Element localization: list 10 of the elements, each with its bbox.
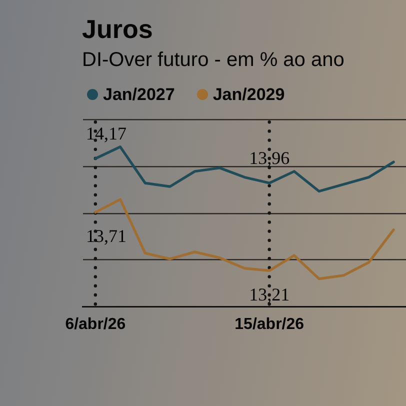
legend-label: Jan/2029	[212, 85, 285, 104]
data-label: 14,17	[86, 123, 126, 144]
x-tick-label: 6/abr/26	[65, 316, 126, 333]
data-label: 13,21	[249, 284, 290, 304]
x-tick-label: 15/abr/26	[234, 316, 304, 333]
chart-subtitle: DI-Over futuro - em % ao ano	[82, 49, 344, 71]
chart-title: Juros	[82, 14, 153, 44]
data-label: 13,71	[86, 226, 126, 246]
legend-label: Jan/2027	[103, 85, 175, 104]
data-label: 13,96	[249, 148, 290, 168]
